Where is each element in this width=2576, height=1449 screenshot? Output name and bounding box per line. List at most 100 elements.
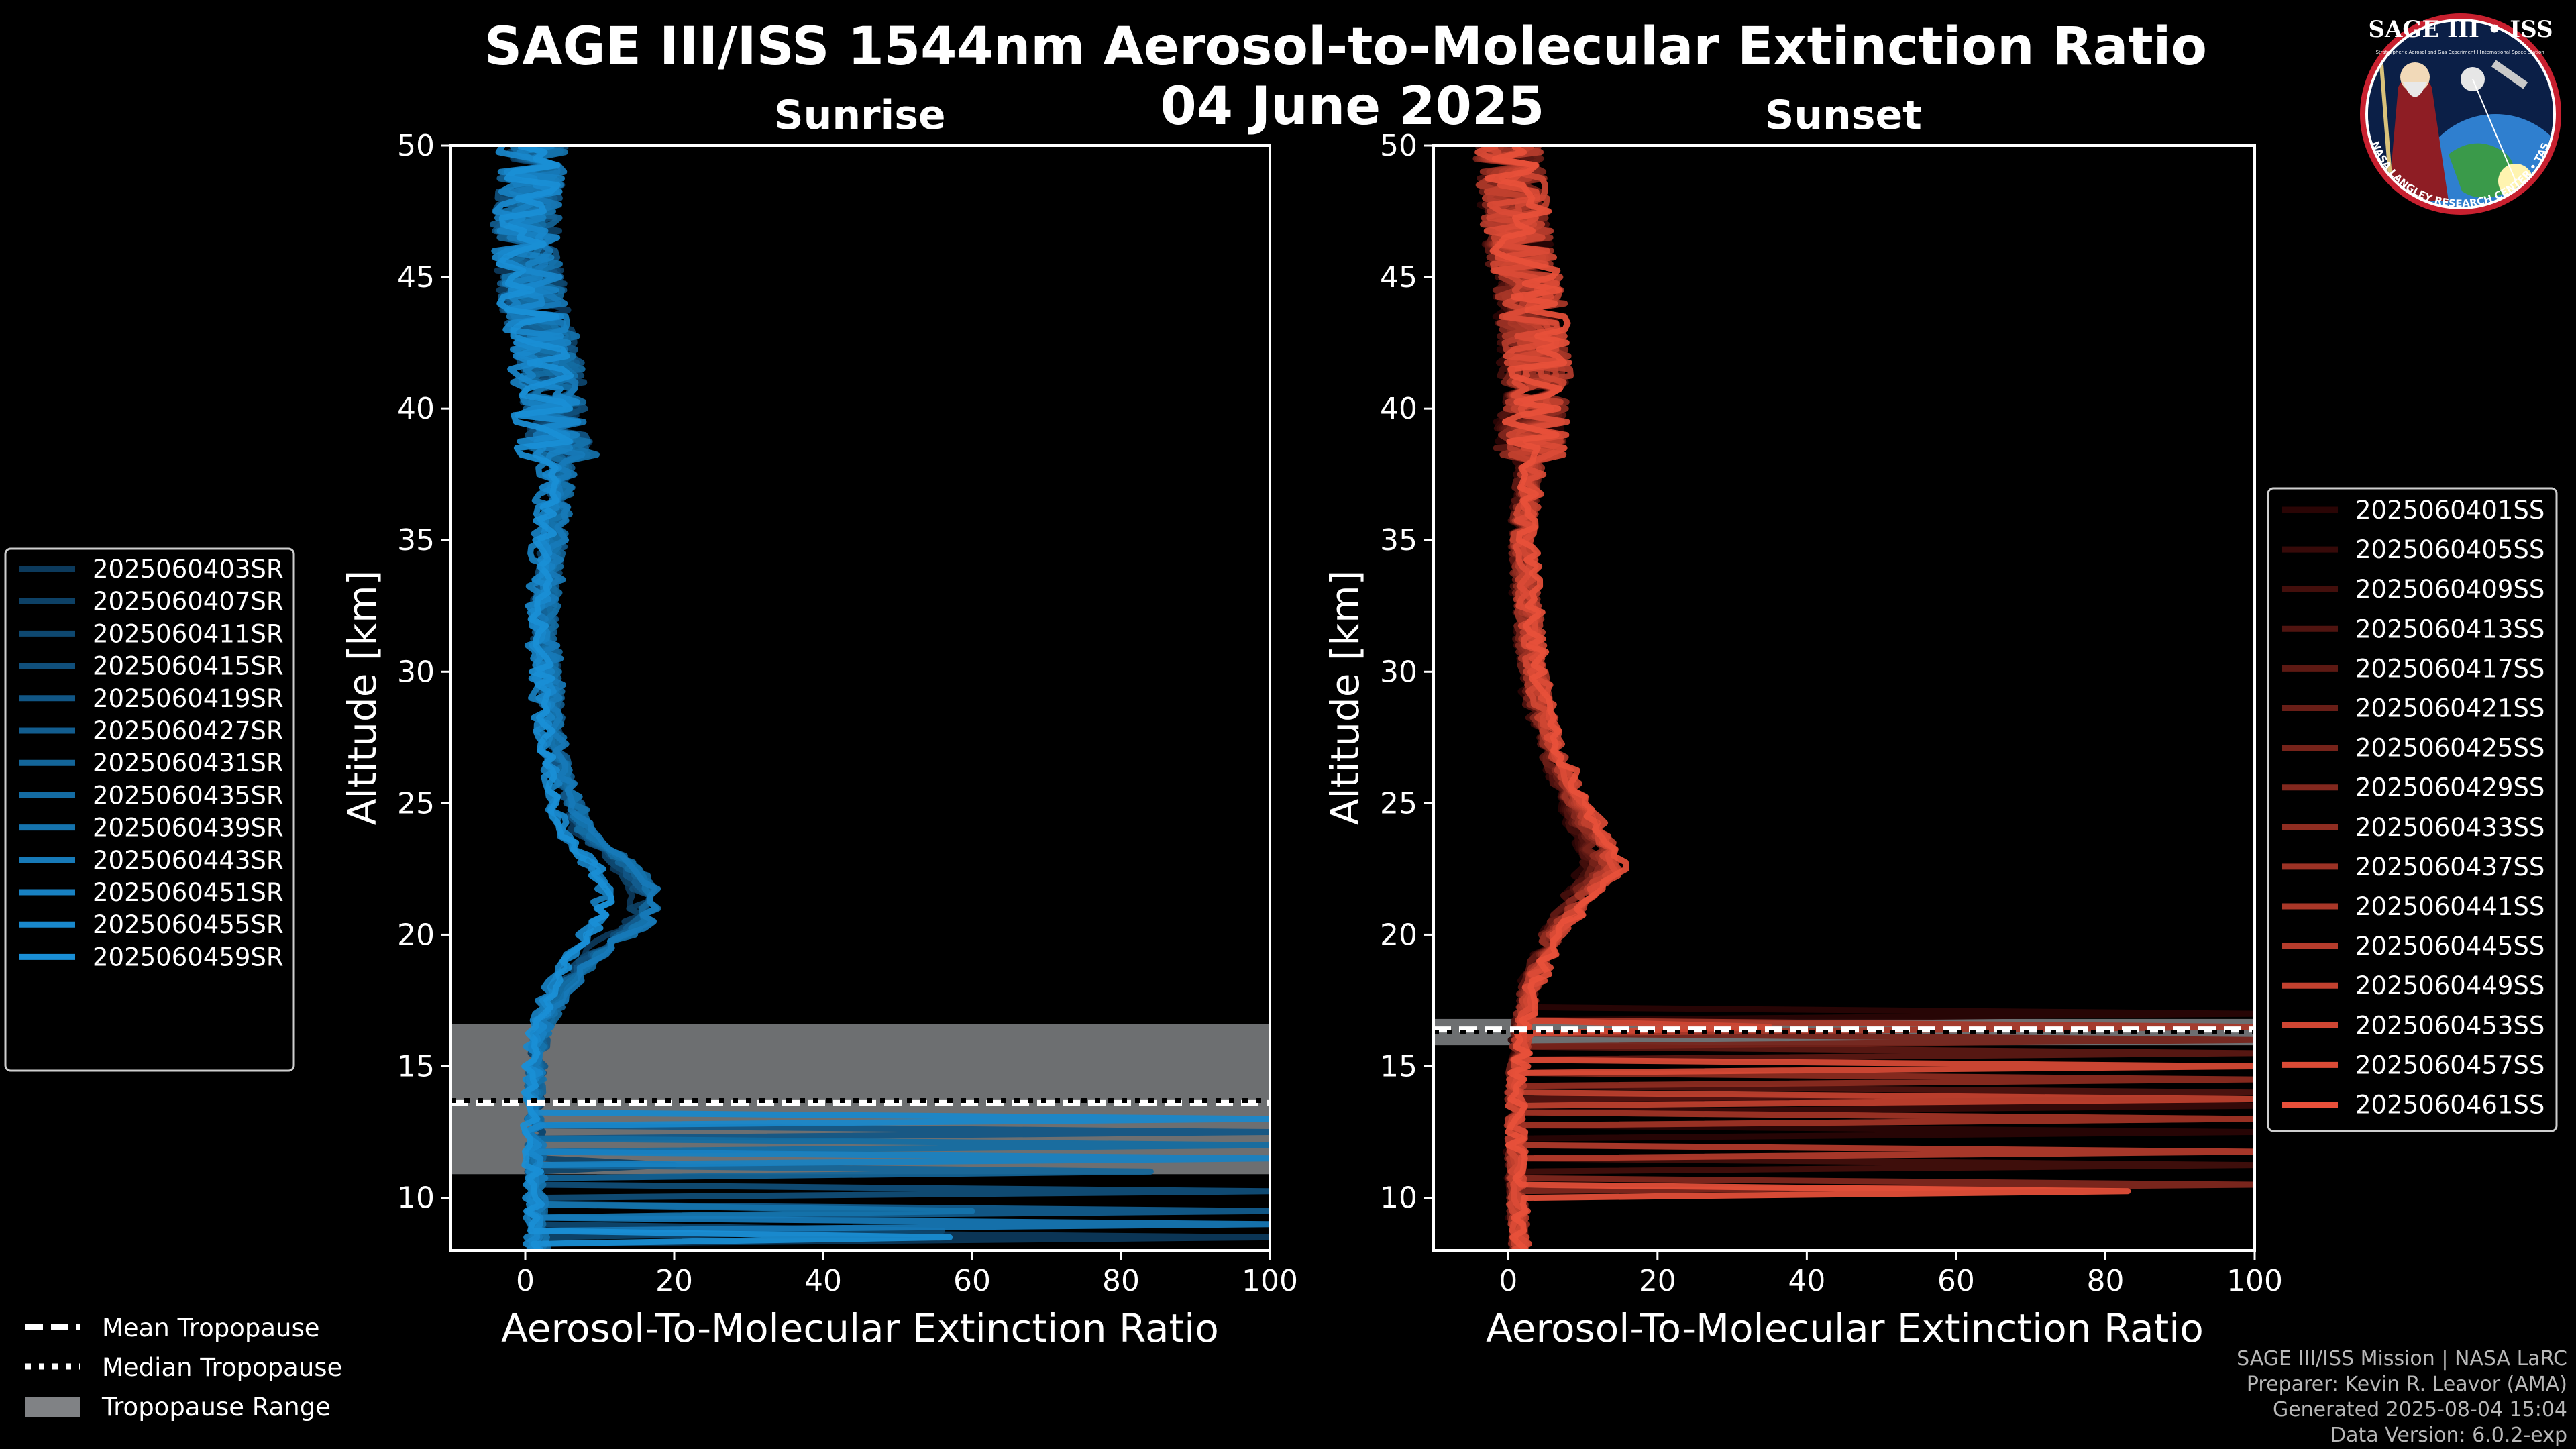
logo-title: SAGE III • ISS — [2368, 16, 2553, 43]
sunset-ytick-label-45: 45 — [1380, 260, 1417, 294]
sunset-legend-label-2025060433SS: 2025060433SS — [2355, 813, 2544, 842]
sunset-series-group — [1472, 146, 2255, 1250]
sunset-ticks: 0 20 40 60 80 100 10 15 20 25 30 35 40 45 50 — [1380, 129, 2283, 1298]
credit-generated: Generated 2025-08-04 15:04 — [2273, 1398, 2567, 1421]
sunrise-legend-label-2025060435SR: 2025060435SR — [93, 781, 284, 810]
sunset-ylabel: Altitude [km] — [1322, 570, 1368, 825]
sunrise-ytick-label-15: 15 — [397, 1050, 435, 1084]
sunrise-legend-label-2025060459SR: 2025060459SR — [93, 943, 284, 971]
sunrise-legend: 2025060403SR 2025060407SR 2025060411SR 2025… — [4, 547, 295, 1072]
sunset-legend-label-2025060437SS: 2025060437SS — [2355, 853, 2544, 881]
sunrise-legend-label-2025060455SR: 2025060455SR — [93, 910, 284, 939]
credits: SAGE III/ISS Mission | NASA LaRC Prepare… — [2237, 1347, 2567, 1447]
sunset-ytick-label-20: 20 — [1380, 918, 1417, 952]
sunset-series-2025060433SS — [1477, 146, 2255, 1250]
sunset-legend-label-2025060413SS: 2025060413SS — [2355, 614, 2544, 643]
sunrise-axes-frame — [449, 144, 1271, 1252]
sunset-ytick-label-25: 25 — [1380, 786, 1417, 820]
sunset-title: Sunset — [1765, 92, 1922, 139]
sunset-legend: 2025060401SS 2025060405SS 2025060409SS 2025… — [2267, 487, 2558, 1132]
sunrise-ytick-label-40: 40 — [397, 392, 435, 426]
sunrise-legend-label-2025060411SR: 2025060411SR — [93, 619, 284, 648]
credit-mission: SAGE III/ISS Mission | NASA LaRC — [2237, 1347, 2567, 1371]
sunset-legend-label-2025060445SS: 2025060445SS — [2355, 932, 2544, 961]
tropopause-range-label: Tropopause Range — [101, 1393, 331, 1421]
sunset-series-2025060461SS — [1484, 146, 2131, 1250]
sunset-legend-label-2025060421SS: 2025060421SS — [2355, 694, 2544, 723]
sunrise-xtick-label-100: 100 — [1242, 1264, 1298, 1298]
sunrise-ytick-label-30: 30 — [397, 655, 435, 689]
sunrise-xtick-label-0: 0 — [516, 1264, 535, 1298]
sunrise-xlabel: Aerosol-To-Molecular Extinction Ratio — [501, 1305, 1219, 1351]
sunset-xtick-label-80: 80 — [2086, 1264, 2124, 1298]
sunrise-ytick-label-35: 35 — [397, 523, 435, 557]
sunrise-series-2025060459SR — [496, 146, 953, 1250]
credit-preparer: Preparer: Kevin R. Leavor (AMA) — [2247, 1373, 2567, 1396]
sunrise-ytick-label-50: 50 — [397, 129, 435, 163]
sunset-legend-label-2025060401SS: 2025060401SS — [2355, 496, 2544, 525]
sunrise-ytick-label-20: 20 — [397, 918, 435, 952]
sunrise-legend-label-2025060451SR: 2025060451SR — [93, 878, 284, 907]
sunrise-ylabel: Altitude [km] — [339, 570, 385, 825]
sunrise-ytick-label-45: 45 — [397, 260, 435, 294]
tropopause-range-swatch — [25, 1397, 80, 1417]
sunset-ytick-label-15: 15 — [1380, 1050, 1417, 1084]
sunset-xtick-label-20: 20 — [1639, 1264, 1676, 1298]
median-tropopause-label: Median Tropopause — [102, 1353, 342, 1382]
sunrise-xtick-label-20: 20 — [655, 1264, 693, 1298]
credit-data-version: Data Version: 6.0.2-exp — [2330, 1424, 2567, 1447]
sunset-legend-label-2025060405SS: 2025060405SS — [2355, 535, 2544, 564]
sunset-axes-frame — [1432, 144, 2256, 1252]
sunset-xlabel: Aerosol-To-Molecular Extinction Ratio — [1486, 1305, 2204, 1351]
sunrise-legend-label-2025060439SR: 2025060439SR — [93, 814, 284, 843]
sunset-legend-label-2025060429SS: 2025060429SS — [2355, 773, 2544, 802]
logo-iss — [2491, 60, 2528, 89]
sunset-tropopause-lines — [1434, 1026, 2255, 1035]
sunrise-ytick-label-10: 10 — [397, 1181, 435, 1216]
sunset-ytick-label-30: 30 — [1380, 655, 1417, 689]
sunrise-title: Sunrise — [774, 92, 945, 139]
sunset-ytick-label-40: 40 — [1380, 392, 1417, 426]
sunrise-legend-label-2025060443SR: 2025060443SR — [93, 846, 284, 875]
sunset-xtick-label-0: 0 — [1499, 1264, 1517, 1298]
logo-beam — [2472, 78, 2516, 182]
sunrise-panel: Sunrise 0 20 40 60 80 100 10 15 20 25 30 35 40 45 50 A… — [339, 92, 1298, 1351]
sunset-legend-label-2025060409SS: 2025060409SS — [2355, 575, 2544, 604]
figure-date: 04 June 2025 — [1161, 76, 1545, 137]
logo-staff — [2378, 46, 2394, 195]
tropopause-legend: Mean Tropopause Median Tropopause Tropop… — [25, 1313, 342, 1421]
sunrise-legend-label-2025060419SR: 2025060419SR — [93, 684, 284, 713]
sunset-legend-label-2025060461SS: 2025060461SS — [2355, 1091, 2544, 1120]
sunset-legend-label-2025060441SS: 2025060441SS — [2355, 892, 2544, 921]
logo-subtitle-left: Stratospheric Aerosol and Gas Experiment… — [2375, 50, 2481, 55]
sunrise-legend-label-2025060407SR: 2025060407SR — [93, 587, 284, 616]
sunset-xtick-label-60: 60 — [1937, 1264, 1975, 1298]
sunrise-legend-label-2025060403SR: 2025060403SR — [93, 555, 284, 584]
sunrise-ticks: 0 20 40 60 80 100 10 15 20 25 30 35 40 45 50 — [397, 129, 1298, 1298]
sunset-legend-label-2025060453SS: 2025060453SS — [2355, 1011, 2544, 1040]
sunrise-legend-label-2025060431SR: 2025060431SR — [93, 749, 284, 777]
sunset-ytick-label-10: 10 — [1380, 1181, 1417, 1216]
sunrise-xtick-label-60: 60 — [953, 1264, 991, 1298]
logo-figure-beard — [2403, 82, 2427, 97]
logo-continent — [2449, 143, 2514, 198]
sunrise-legend-frame — [4, 547, 295, 1072]
sunset-panel: Sunset 0 20 40 60 80 100 10 15 20 25 30 35 40 45 50 Ae… — [1322, 92, 2283, 1351]
logo-subtitle-right: International Space Station — [2480, 50, 2544, 55]
sunrise-xtick-label-40: 40 — [804, 1264, 842, 1298]
sunrise-legend-label-2025060415SR: 2025060415SR — [93, 652, 284, 681]
figure-title: SAGE III/ISS 1544nm Aerosol-to-Molecular… — [484, 17, 2207, 77]
sunrise-legend-label-2025060427SR: 2025060427SR — [93, 716, 284, 745]
sunrise-series-group — [490, 146, 1270, 1250]
sunset-xtick-label-40: 40 — [1788, 1264, 1825, 1298]
logo-figure-robe — [2388, 70, 2449, 201]
sunrise-ytick-label-25: 25 — [397, 786, 435, 820]
mean-tropopause-label: Mean Tropopause — [102, 1313, 320, 1342]
sunset-xtick-label-100: 100 — [2226, 1264, 2283, 1298]
sunset-legend-label-2025060457SS: 2025060457SS — [2355, 1051, 2544, 1079]
sunrise-xtick-label-80: 80 — [1102, 1264, 1140, 1298]
sunset-legend-label-2025060449SS: 2025060449SS — [2355, 971, 2544, 1000]
sunrise-tropopause-lines — [451, 1097, 1270, 1106]
sunset-ytick-label-35: 35 — [1380, 523, 1417, 557]
